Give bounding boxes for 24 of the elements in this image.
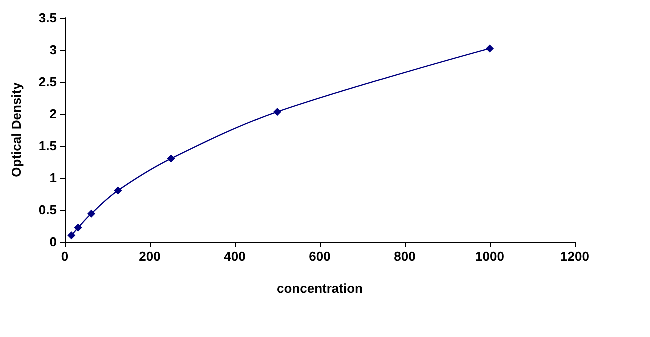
x-tick-label: 1000 (476, 249, 504, 264)
x-tick-label: 600 (309, 249, 331, 264)
point (88, 210, 96, 218)
point (114, 186, 122, 195)
y-tick-label: 1 (50, 170, 57, 186)
y-axis-title: Optical Density (9, 82, 24, 178)
x-axis-title: concentration (277, 281, 364, 296)
x-tick-label: 800 (394, 249, 416, 264)
y-tick-label: 3.5 (38, 10, 57, 26)
point (68, 232, 76, 240)
y-tick-label: 1.5 (38, 138, 57, 154)
point (486, 44, 494, 53)
point (167, 154, 176, 163)
y-tick-label: 0 (50, 234, 57, 250)
x-tick-label: 0 (61, 249, 69, 264)
y-tick-label: 0.5 (38, 202, 57, 218)
point (274, 108, 282, 116)
point (74, 224, 82, 232)
x-tick-label: 200 (139, 249, 161, 264)
x-tick-label: 1200 (560, 249, 590, 264)
y-tick-label: 2 (50, 106, 57, 122)
y-tick-label: 3 (50, 42, 57, 58)
x-tick-label: 400 (224, 249, 246, 264)
y-tick-label: 2.5 (38, 74, 57, 90)
